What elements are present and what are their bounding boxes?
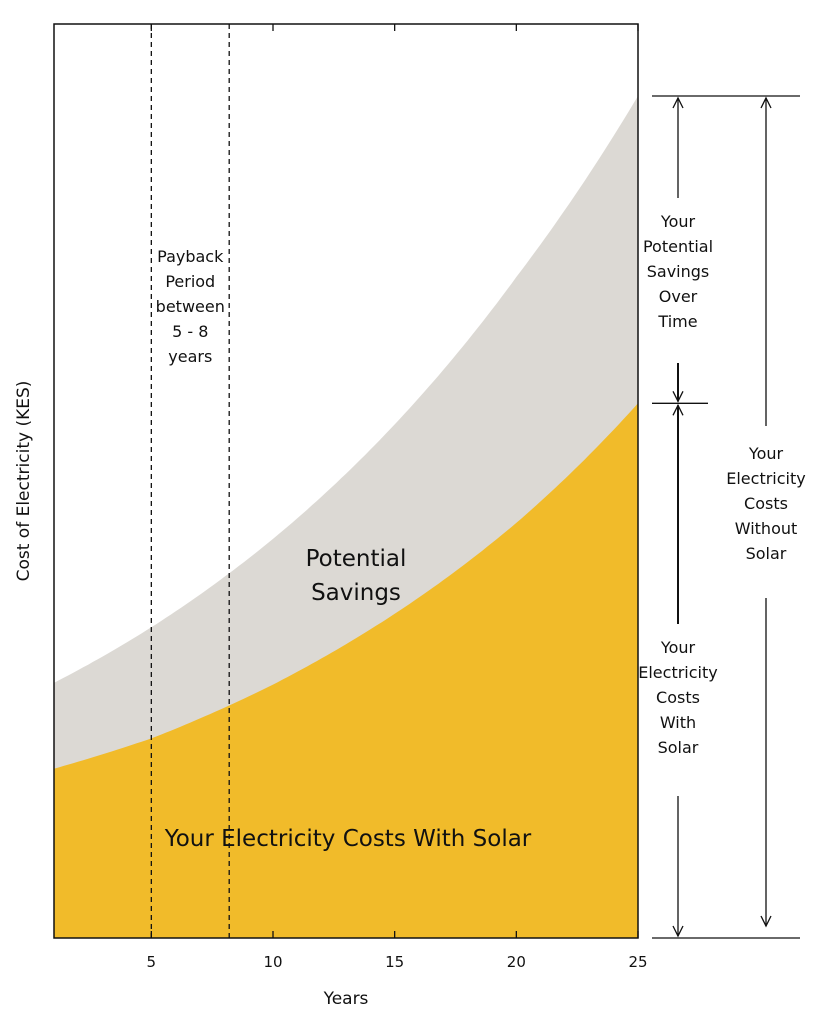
x-tick-label-10: 10 xyxy=(263,953,282,971)
payback-label-line-3: 5 - 8 xyxy=(172,322,208,341)
savings-over-time-label-line-2: Savings xyxy=(647,262,710,281)
x-tick-label-20: 20 xyxy=(507,953,526,971)
x-tick-label-5: 5 xyxy=(147,953,157,971)
payback-label-line-0: Payback xyxy=(157,247,224,266)
savings-arrowhead-up xyxy=(672,96,684,109)
x-axis-label: Years xyxy=(323,989,369,1009)
costs-with-solar-label-line-3: With xyxy=(660,713,696,732)
with-solar-arrowhead-down xyxy=(672,925,684,938)
potential-savings-label-line-1: Savings xyxy=(311,580,401,606)
costs-with-solar-label-line-2: Costs xyxy=(656,688,700,707)
x-tick-label-15: 15 xyxy=(385,953,404,971)
payback-label-line-1: Period xyxy=(165,272,215,291)
costs-without-solar-label-line-4: Solar xyxy=(746,544,787,563)
without-solar-arrowhead-up xyxy=(760,96,772,109)
costs-with-solar-label-line-0: Your xyxy=(660,638,696,657)
x-tick-label-25: 25 xyxy=(628,953,647,971)
costs-without-solar-label-line-3: Without xyxy=(735,519,798,538)
costs-without-solar-label-line-0: Your xyxy=(748,444,784,463)
costs-without-solar-label-line-1: Electricity xyxy=(726,469,805,488)
potential-savings-label-line-0: Potential xyxy=(306,546,407,572)
savings-arrowhead-down xyxy=(672,391,684,403)
costs-with-solar-label-line-1: Electricity xyxy=(638,663,717,682)
savings-over-time-label-line-0: Your xyxy=(660,212,696,231)
costs-without-solar-label-line-2: Costs xyxy=(744,494,788,513)
with-solar-label: Your Electricity Costs With Solar xyxy=(164,826,532,852)
savings-over-time-label-line-1: Potential xyxy=(643,237,713,256)
y-axis-label: Cost of Electricity (KES) xyxy=(14,381,34,582)
savings-over-time-label-line-4: Time xyxy=(657,312,697,331)
costs-with-solar-label-line-4: Solar xyxy=(658,738,699,757)
without-solar-arrowhead-down xyxy=(760,915,772,928)
with-solar-area xyxy=(54,403,638,938)
payback-label-line-4: years xyxy=(168,347,212,366)
savings-over-time-label-line-3: Over xyxy=(659,287,698,306)
with-solar-arrowhead-up xyxy=(672,403,684,416)
payback-label-line-2: between xyxy=(156,297,225,316)
plot-frame xyxy=(53,23,639,939)
